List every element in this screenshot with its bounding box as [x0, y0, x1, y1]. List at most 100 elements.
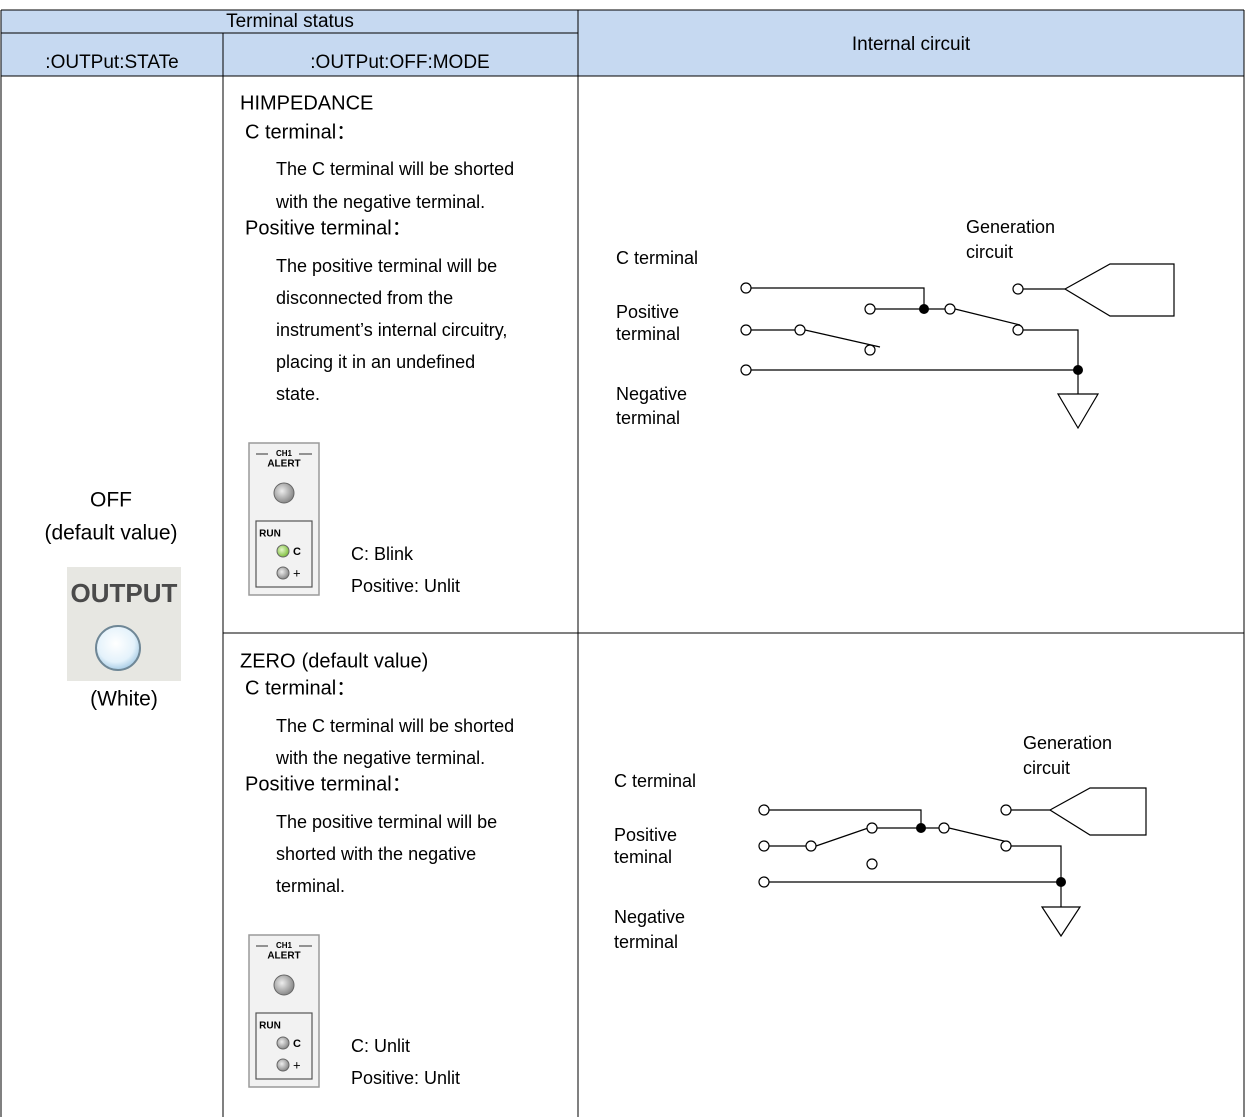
panel-plus: +: [293, 1057, 301, 1072]
section-heading: Positive terminal：: [245, 773, 412, 795]
c-led: [276, 1036, 290, 1050]
circuit-label: terminal: [616, 324, 680, 344]
ground: [1040, 906, 1082, 938]
junction: [916, 823, 926, 833]
column-header: Internal circuit: [852, 34, 971, 55]
header-title: Terminal status: [226, 11, 354, 32]
open-terminal: [758, 840, 770, 852]
c-led: [276, 544, 290, 558]
open-terminal: [740, 364, 752, 376]
open-terminal: [1012, 324, 1024, 336]
description: disconnected from the: [276, 288, 453, 308]
circuit-label: terminal: [616, 408, 680, 428]
mode-note: (default value): [302, 650, 429, 672]
circuit-label: Negative: [614, 907, 685, 927]
wire: [1011, 845, 1062, 882]
panel-alert: ALERT: [267, 459, 300, 470]
generation-circuit: [1063, 263, 1175, 317]
circuit-label: C terminal: [616, 248, 698, 268]
run-box: [255, 520, 313, 588]
circuit-label: Positive: [614, 825, 677, 845]
wire: [751, 287, 925, 309]
wire: [769, 809, 922, 828]
circuit-label: Generation: [1023, 733, 1112, 753]
circuit-label: teminal: [614, 847, 672, 867]
mode-name: ZERO: [240, 650, 296, 672]
panel-alert: ALERT: [267, 951, 300, 962]
positive-led: [276, 566, 290, 580]
description: The C terminal will be shorted: [276, 716, 514, 736]
circuit-label: circuit: [1023, 758, 1070, 778]
ground: [1056, 393, 1100, 430]
open-terminal: [758, 876, 770, 888]
open-terminal: [805, 840, 817, 852]
circuit-label: Positive: [616, 302, 679, 322]
open-terminal: [740, 324, 752, 336]
switch: [954, 308, 1021, 326]
description: The C terminal will be shorted: [276, 159, 514, 179]
junction: [1056, 877, 1066, 887]
panel-run: RUN: [259, 529, 281, 540]
panel-c: C: [293, 546, 301, 558]
column-header: :OUTPut:OFF:MODE: [310, 52, 489, 73]
mode-name: HIMPEDANCE: [240, 92, 373, 114]
section-heading: C terminal：: [245, 677, 356, 699]
description: with the negative terminal.: [275, 748, 485, 768]
column-header: :OUTPut:STATe: [45, 52, 178, 73]
circuit-label: circuit: [966, 242, 1013, 262]
state-value: OFF: [90, 489, 132, 512]
junction: [919, 304, 929, 314]
open-terminal: [864, 303, 876, 315]
description: shorted with the negative: [276, 844, 476, 864]
panel-plus: +: [293, 565, 301, 580]
state-note: (default value): [44, 522, 177, 545]
panel-c: C: [293, 1038, 301, 1050]
switch: [948, 827, 1009, 843]
alert-led: [273, 482, 295, 504]
output-button: [95, 625, 141, 671]
open-terminal: [740, 282, 752, 294]
led-status: C: Unlit: [351, 1036, 410, 1056]
circuit-label: Negative: [616, 384, 687, 404]
open-terminal: [1012, 283, 1024, 295]
section-heading: C terminal：: [245, 121, 356, 143]
panel-channel: CH1: [276, 941, 293, 950]
description: The positive terminal will be: [276, 256, 497, 276]
section-heading: Positive terminal：: [245, 217, 412, 239]
open-terminal: [794, 324, 806, 336]
description: placing it in an undefined: [276, 352, 475, 372]
description: state.: [276, 384, 320, 404]
open-terminal: [938, 822, 950, 834]
positive-led: [276, 1058, 290, 1072]
led-status: C: Blink: [351, 544, 414, 564]
button-color: (White): [90, 688, 158, 711]
panel-run: RUN: [259, 1021, 281, 1032]
open-terminal: [864, 344, 876, 356]
open-terminal: [866, 822, 878, 834]
open-terminal: [866, 858, 878, 870]
panel-channel: CH1: [276, 449, 293, 458]
circuit-label: Generation: [966, 217, 1055, 237]
open-terminal: [944, 303, 956, 315]
header-bg: [1, 10, 1244, 76]
wire: [1023, 329, 1079, 370]
led-status: Positive: Unlit: [351, 1068, 460, 1088]
generation-circuit: [1048, 787, 1147, 836]
description: instrument’s internal circuitry,: [276, 320, 507, 340]
circuit-label: C terminal: [614, 771, 696, 791]
description: The positive terminal will be: [276, 812, 497, 832]
alert-led: [273, 974, 295, 996]
table-grid: [0, 9, 1245, 1117]
open-terminal: [758, 804, 770, 816]
junction: [1073, 365, 1083, 375]
switch: [815, 825, 875, 847]
open-terminal: [1000, 804, 1012, 816]
circuit-label: terminal: [614, 932, 678, 952]
switch: [804, 329, 881, 348]
button-label: OUTPUT: [71, 578, 178, 608]
run-box: [255, 1012, 313, 1080]
description: terminal.: [276, 876, 345, 896]
led-status: Positive: Unlit: [351, 576, 460, 596]
description: with the negative terminal.: [275, 192, 485, 212]
